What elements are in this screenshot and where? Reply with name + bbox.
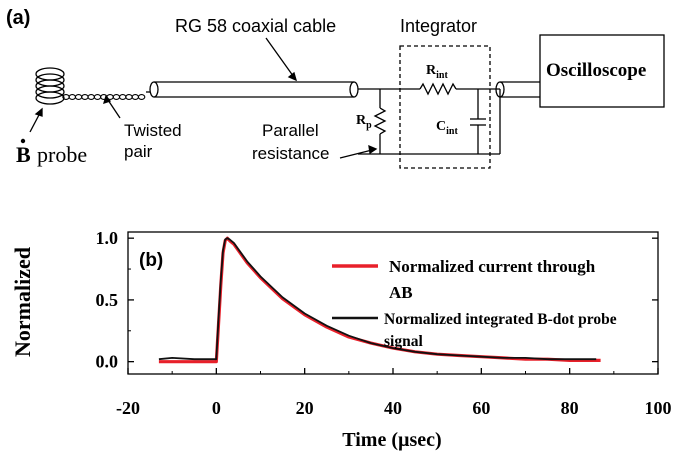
series-lines: [158, 236, 601, 364]
x-axis: -20 0 20 40 60 80 100: [116, 368, 672, 418]
y-tick-label: 0.5: [96, 290, 119, 310]
circuit-diagram: [29, 34, 665, 169]
cable-pointer-arrowhead: [287, 71, 298, 82]
integrator-resistor-icon: [419, 82, 457, 96]
legend-label-current-line1: Normalized current through: [389, 257, 596, 276]
legend-label-bdot-line2: signal: [384, 333, 423, 350]
x-tick-label: 80: [561, 398, 579, 418]
x-tick-label: 0: [212, 398, 221, 418]
probe-symbol: B: [16, 142, 31, 167]
x-tick-label: 100: [645, 398, 672, 418]
y-axis-label: Normalized: [10, 247, 35, 357]
parallel-pointer-arrowhead: [368, 144, 378, 155]
twisted-pair-loop: [125, 94, 133, 100]
y-tick-label: 0.0: [96, 352, 119, 372]
probe-pointer: [29, 112, 41, 133]
twisted-pair-loop: [68, 94, 77, 100]
twisted-pair-loop: [87, 94, 95, 100]
twisted-pair-loop: [74, 94, 83, 100]
integrator-box: [399, 45, 491, 169]
twisted-pair-loop: [81, 94, 89, 100]
integrator-label: Integrator: [400, 16, 477, 36]
cable-label-pointer: [265, 37, 297, 81]
x-tick-label: 60: [472, 398, 490, 418]
oscilloscope-label: Oscilloscope: [546, 60, 646, 81]
twisted-pair-loop: [137, 94, 146, 100]
probe-label: probe: [37, 142, 87, 167]
x-tick-label: 40: [384, 398, 402, 418]
parallel-resistor-icon: [373, 107, 387, 135]
panel-b-label: (b): [139, 250, 163, 271]
twisted-pair-loop: [112, 94, 121, 100]
parallel-label-line2: resistance: [252, 144, 329, 163]
legend-label-current-line2: AB: [389, 283, 413, 302]
twisted-pair-pointer-arrowhead: [103, 94, 112, 105]
twisted-pair-loop: [131, 94, 140, 100]
x-tick-label: 20: [296, 398, 314, 418]
twisted-pair-label-line2: pair: [124, 142, 153, 161]
plot-frame: [127, 231, 659, 375]
y-axis: 0.0 0.5 1.0: [96, 228, 658, 372]
parallel-resistance-pointer: [339, 149, 373, 159]
twisted-pair-label-line1: Twisted: [124, 121, 182, 140]
rint-label: Rint: [426, 63, 448, 81]
probe-pointer-arrowhead: [34, 107, 43, 117]
twisted-pair-pointer: [107, 99, 121, 119]
cable-label: RG 58 coaxial cable: [175, 16, 336, 36]
series-line-bdot: [158, 237, 597, 361]
twisted-pair-loop: [118, 94, 127, 100]
panel-a-label: (a): [6, 7, 30, 29]
oscilloscope-box: [539, 34, 665, 108]
x-axis-label: Time (µsec): [342, 429, 441, 451]
rp-label: Rp: [356, 113, 372, 131]
twisted-pair-wire: [62, 94, 146, 100]
bdot-probe-coil-icon: [35, 67, 65, 105]
parallel-label-line1: Parallel: [262, 121, 319, 140]
y-tick-label: 1.0: [96, 228, 119, 248]
twisted-pair-loop: [93, 94, 102, 100]
coaxial-cable: [146, 81, 359, 98]
legend-label-bdot-line1: Normalized integrated B-dot probe: [384, 311, 617, 328]
cint-label: Cint: [436, 119, 458, 137]
probe-dot-icon: [20, 138, 26, 144]
circuit-labels: (a) RG 58 coaxial cable Integrator Oscil…: [6, 7, 646, 167]
x-tick-label: -20: [116, 398, 140, 418]
legend: Normalized current through AB Normalized…: [332, 257, 617, 350]
chart: -20 0 20 40 60 80 100 0.0 0.5 1.0 (b) Normalized…: [10, 228, 672, 451]
